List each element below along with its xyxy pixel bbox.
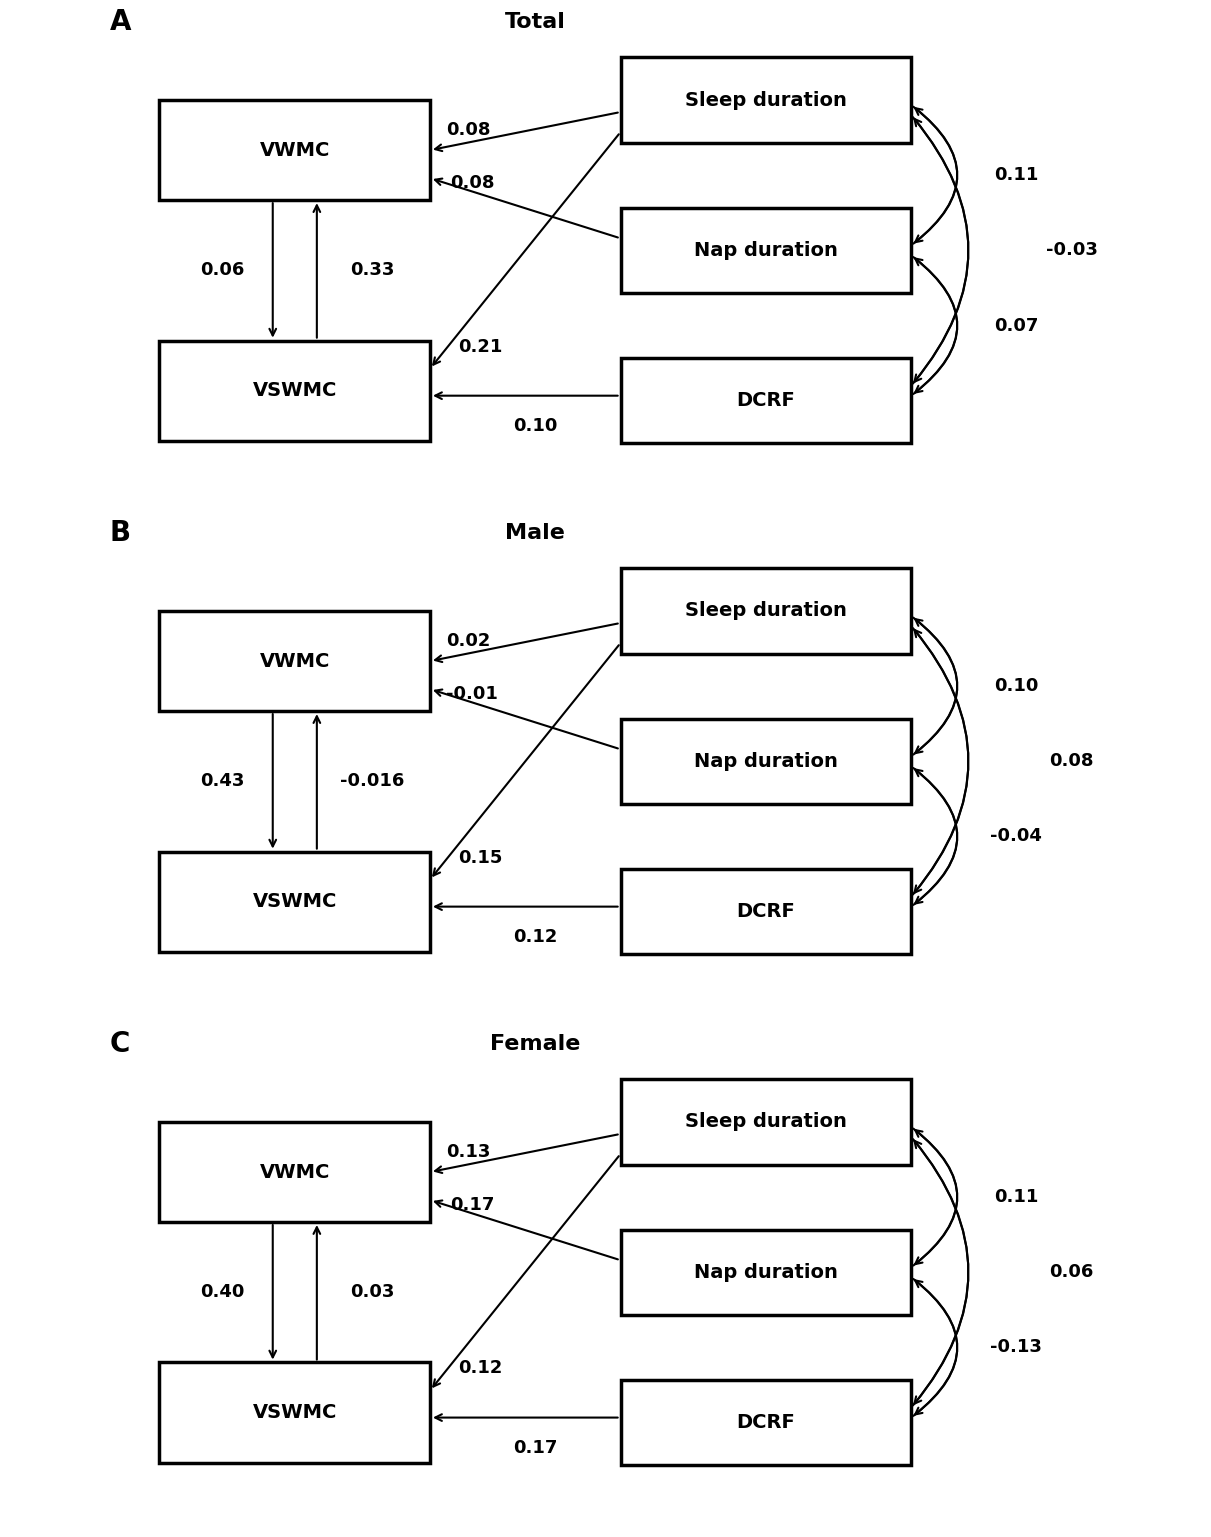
Text: C: C	[109, 1030, 130, 1057]
Text: 0.17: 0.17	[513, 1439, 557, 1457]
Text: Sleep duration: Sleep duration	[685, 1113, 846, 1131]
Text: 0.02: 0.02	[446, 632, 490, 650]
FancyBboxPatch shape	[620, 868, 911, 954]
Text: VSWMC: VSWMC	[253, 1403, 337, 1422]
FancyBboxPatch shape	[160, 341, 430, 441]
Text: 0.10: 0.10	[994, 678, 1039, 695]
Text: 0.11: 0.11	[994, 1188, 1039, 1207]
Text: 0.10: 0.10	[513, 417, 557, 435]
Text: 0.17: 0.17	[450, 1196, 494, 1214]
FancyBboxPatch shape	[620, 358, 911, 443]
FancyBboxPatch shape	[160, 1122, 430, 1222]
FancyBboxPatch shape	[160, 612, 430, 712]
Text: 0.43: 0.43	[201, 773, 245, 790]
Text: 0.21: 0.21	[458, 338, 503, 355]
Text: 0.08: 0.08	[446, 121, 490, 138]
Text: 0.40: 0.40	[201, 1283, 245, 1302]
Text: Total: Total	[505, 12, 566, 32]
Text: -0.04: -0.04	[991, 827, 1043, 845]
Text: -0.13: -0.13	[991, 1339, 1043, 1357]
Text: A: A	[109, 8, 131, 35]
Text: VWMC: VWMC	[259, 652, 329, 670]
FancyBboxPatch shape	[620, 719, 911, 804]
FancyBboxPatch shape	[620, 207, 911, 294]
FancyBboxPatch shape	[160, 1362, 430, 1463]
Text: 0.33: 0.33	[350, 261, 394, 280]
Text: 0.08: 0.08	[1049, 752, 1094, 770]
FancyBboxPatch shape	[160, 100, 430, 200]
Text: 0.13: 0.13	[446, 1144, 490, 1160]
Text: DCRF: DCRF	[736, 1413, 796, 1432]
FancyBboxPatch shape	[620, 1079, 911, 1165]
Text: -0.03: -0.03	[1045, 241, 1097, 260]
Text: Sleep duration: Sleep duration	[685, 601, 846, 621]
Text: Nap duration: Nap duration	[694, 241, 838, 260]
Text: B: B	[109, 520, 131, 547]
Text: VSWMC: VSWMC	[253, 381, 337, 400]
Text: 0.08: 0.08	[450, 174, 494, 192]
Text: -0.016: -0.016	[340, 773, 404, 790]
FancyBboxPatch shape	[160, 851, 430, 951]
Text: 0.12: 0.12	[513, 928, 557, 945]
FancyBboxPatch shape	[620, 1230, 911, 1314]
Text: 0.07: 0.07	[994, 317, 1039, 335]
Text: 0.11: 0.11	[994, 166, 1039, 184]
Text: 0.03: 0.03	[350, 1283, 394, 1302]
Text: DCRF: DCRF	[736, 902, 796, 921]
Text: DCRF: DCRF	[736, 392, 796, 410]
Text: VWMC: VWMC	[259, 140, 329, 160]
Text: Male: Male	[505, 523, 566, 543]
Text: Female: Female	[490, 1034, 580, 1054]
FancyBboxPatch shape	[620, 57, 911, 143]
Text: 0.06: 0.06	[201, 261, 245, 280]
Text: Nap duration: Nap duration	[694, 752, 838, 770]
FancyBboxPatch shape	[620, 569, 911, 653]
Text: VWMC: VWMC	[259, 1162, 329, 1182]
Text: 0.06: 0.06	[1050, 1263, 1094, 1282]
FancyBboxPatch shape	[620, 1380, 911, 1465]
Text: 0.12: 0.12	[458, 1359, 503, 1377]
Text: -0.01: -0.01	[447, 686, 498, 702]
Text: 0.15: 0.15	[458, 848, 503, 867]
Text: VSWMC: VSWMC	[253, 891, 337, 911]
Text: Nap duration: Nap duration	[694, 1263, 838, 1282]
Text: Sleep duration: Sleep duration	[685, 91, 846, 109]
